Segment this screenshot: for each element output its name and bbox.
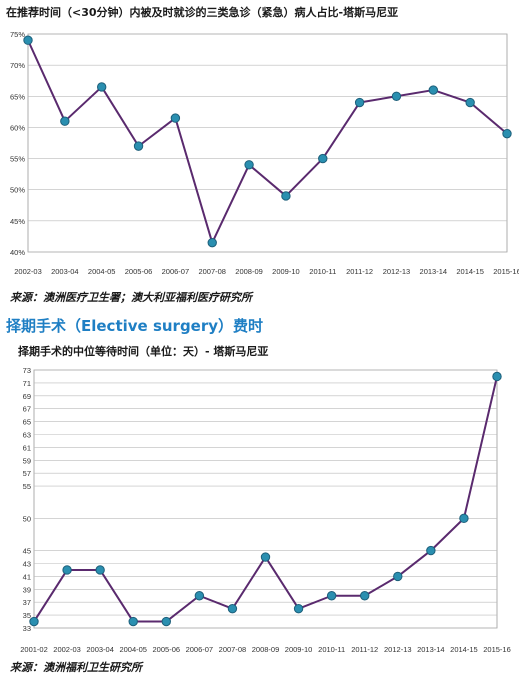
data-point (23, 35, 33, 45)
y-tick-label: 57 (23, 469, 31, 478)
y-tick-label: 40% (10, 248, 25, 257)
y-tick-label: 45% (10, 217, 25, 226)
x-tick-label: 2005-06 (125, 267, 153, 276)
x-tick-label: 2004-05 (119, 645, 147, 654)
x-tick-label: 2003-04 (86, 645, 114, 654)
data-point (60, 116, 70, 126)
data-point (170, 113, 181, 123)
x-tick-label: 2007-08 (219, 645, 247, 654)
y-tick-label: 55% (10, 155, 25, 164)
data-point (318, 153, 328, 164)
x-tick-label: 2014-15 (456, 267, 484, 276)
x-tick-label: 2001-02 (20, 645, 48, 654)
data-point (260, 552, 271, 562)
y-tick-label: 63 (23, 431, 31, 440)
y-tick-label: 59 (23, 456, 31, 465)
x-tick-label: 2012-13 (383, 267, 411, 276)
x-tick-label: 2011-12 (351, 645, 378, 654)
chart2-plot: 33 35 37 39 41 43 45 50 55 57 59 61 63 65 67 69 71 73 2001… (20, 366, 511, 654)
y-tick-label: 50% (10, 186, 25, 195)
data-point (194, 591, 205, 601)
x-tick-label: 2004-05 (88, 267, 116, 276)
y-tick-label: 35 (23, 611, 31, 620)
data-point (96, 82, 107, 92)
chart2-source: 来源：澳洲福利卫生研究所 (10, 661, 142, 674)
x-tick-label: 2013-14 (417, 645, 445, 654)
series-line (27, 39, 508, 244)
chart1-title: 在推荐时间（<30分钟）内被及时就诊的三类急诊（紧急）病人占比-塔斯马尼亚 (6, 6, 399, 19)
x-tick-label: 2008-09 (252, 645, 280, 654)
y-tick-label: 61 (23, 443, 31, 452)
data-point (128, 616, 138, 627)
data-point (391, 91, 402, 101)
y-tick-label: 71 (23, 379, 31, 388)
x-tick-label: 2008-09 (235, 267, 263, 276)
x-tick-label: 2015-16 (493, 267, 519, 276)
data-point (459, 513, 469, 524)
y-tick-label: 73 (23, 366, 31, 375)
data-point (133, 141, 144, 151)
x-tick-label: 2013-14 (420, 267, 448, 276)
data-point (293, 603, 304, 614)
data-point (161, 616, 171, 627)
y-tick-label: 75% (10, 30, 25, 39)
y-tick-label: 65 (23, 418, 31, 427)
x-tick-label: 2010-11 (309, 267, 336, 276)
data-point (95, 565, 105, 575)
data-point (227, 603, 238, 614)
data-point (502, 128, 512, 139)
y-tick-label: 60% (10, 123, 25, 132)
y-tick-label: 39 (23, 585, 31, 594)
data-point (326, 591, 337, 601)
x-tick-label: 2002-03 (14, 267, 42, 276)
x-tick-label: 2014-15 (450, 645, 478, 654)
y-tick-label: 67 (23, 405, 31, 414)
x-tick-label: 2009-10 (272, 267, 300, 276)
x-tick-label: 2007-08 (198, 267, 226, 276)
data-point (354, 97, 365, 108)
chart1-source: 来源：澳洲医疗卫生署；澳大利亚福利医疗研究所 (10, 291, 252, 304)
y-tick-label: 70% (10, 61, 25, 70)
x-tick-label: 2002-03 (53, 645, 81, 654)
y-tick-label: 33 (23, 624, 31, 633)
data-point (492, 371, 502, 382)
x-tick-label: 2009-10 (285, 645, 313, 654)
section-heading: 择期手术（Elective surgery）费时 (6, 317, 264, 335)
x-tick-label: 2011-12 (346, 267, 373, 276)
data-point (29, 616, 39, 627)
data-point (393, 571, 403, 582)
data-point (428, 85, 439, 95)
y-tick-label: 69 (23, 392, 31, 401)
data-point (281, 191, 291, 201)
y-tick-label: 45 (23, 547, 31, 556)
x-tick-label: 2010-11 (318, 645, 345, 654)
y-tick-label: 65% (10, 92, 25, 101)
x-tick-label: 2003-04 (51, 267, 79, 276)
plot-frame (27, 33, 508, 253)
y-tick-label: 41 (23, 572, 31, 581)
y-tick-label: 37 (23, 598, 31, 607)
y-tick-label: 55 (23, 482, 31, 491)
series-line (33, 376, 498, 623)
chart1-plot: 40% 45% 50% 55% 60% 65% 70% 75% 2002-03 2003-04 20… (10, 30, 519, 276)
data-point (426, 545, 436, 556)
y-tick-label: 50 (23, 514, 31, 523)
data-point (207, 237, 217, 248)
x-tick-label: 2005-06 (153, 645, 181, 654)
y-tick-label: 43 (23, 560, 31, 569)
chart2-subtitle: 择期手术的中位等待时间（单位：天）- 塔斯马尼亚 (18, 345, 269, 358)
data-point (465, 97, 475, 108)
x-tick-label: 2012-13 (384, 645, 412, 654)
data-point (360, 591, 370, 601)
data-point (62, 565, 72, 575)
x-tick-label: 2015-16 (483, 645, 511, 654)
x-tick-label: 2006-07 (162, 267, 190, 276)
data-point (244, 160, 254, 170)
x-tick-label: 2006-07 (186, 645, 214, 654)
